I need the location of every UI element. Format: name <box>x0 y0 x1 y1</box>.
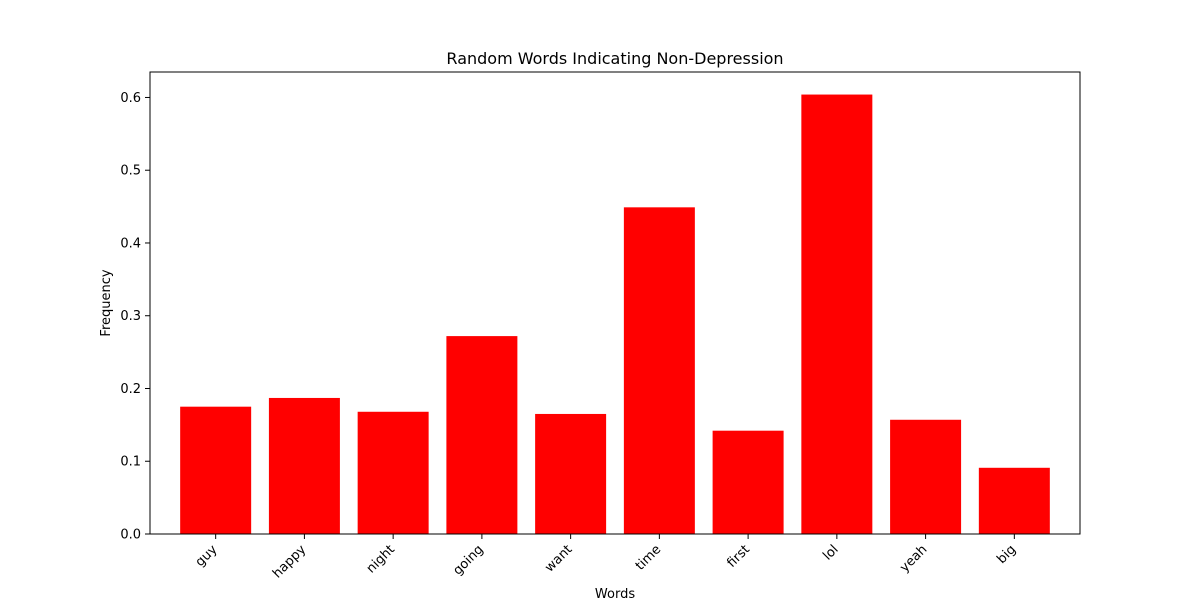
bar-first <box>712 430 784 534</box>
x-tick-label-going: going <box>450 542 486 578</box>
y-tick-label: 0.0 <box>120 528 141 543</box>
bar-yeah <box>890 419 962 534</box>
bar-happy <box>268 397 340 534</box>
x-tick-label-first: first <box>724 542 753 571</box>
bar-lol <box>801 94 873 535</box>
bar-big <box>978 467 1050 534</box>
bar-want <box>535 413 607 534</box>
x-tick-label-night: night <box>364 542 398 576</box>
y-axis-label: Frequency <box>99 269 114 336</box>
y-tick-label: 0.4 <box>120 236 141 251</box>
bar-guy <box>180 406 252 534</box>
bar-going <box>446 336 518 534</box>
x-axis-ticks: guy happy night going want time first lol yeah bi… <box>193 534 1019 581</box>
x-tick-label-guy: guy <box>193 542 221 570</box>
y-tick-label: 0.2 <box>120 382 141 397</box>
chart-title: Random Words Indicating Non-Depression <box>446 49 783 68</box>
x-tick-label-big: big <box>994 542 1019 567</box>
bars-group <box>180 94 1050 535</box>
y-tick-label: 0.3 <box>120 309 141 324</box>
x-tick-label-lol: lol <box>820 542 841 563</box>
bar-night <box>357 411 429 534</box>
x-tick-label-want: want <box>542 542 575 575</box>
y-tick-label: 0.5 <box>120 164 141 179</box>
x-axis-label: Words <box>595 587 635 600</box>
x-tick-label-happy: happy <box>270 542 309 581</box>
plot-frame <box>149 71 1081 535</box>
y-tick-label: 0.1 <box>120 455 141 470</box>
y-axis-ticks: 0.0 0.1 0.2 0.3 0.4 0.5 0.6 <box>120 91 150 543</box>
y-tick-label: 0.6 <box>120 91 141 106</box>
x-tick-label-time: time <box>633 542 664 573</box>
x-tick-label-yeah: yeah <box>897 542 930 575</box>
bar-time <box>623 207 695 534</box>
